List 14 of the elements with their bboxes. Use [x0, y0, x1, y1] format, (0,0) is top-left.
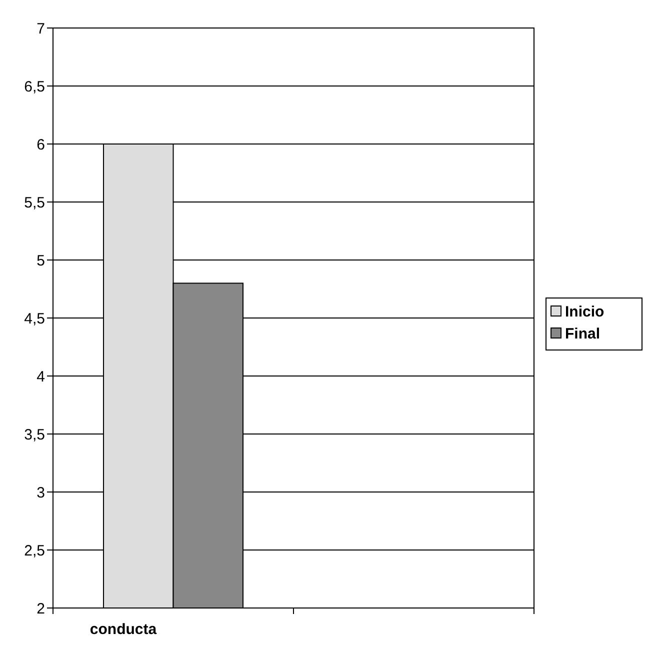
- y-tick-label: 3,5: [24, 426, 45, 444]
- y-tick-label: 3: [36, 484, 45, 502]
- y-tick-label: 2: [36, 600, 45, 618]
- y-tick-label: 4,5: [24, 310, 45, 328]
- y-tick-label: 5: [36, 252, 45, 270]
- y-tick-label: 6,5: [24, 78, 45, 96]
- y-tick-label: 7: [36, 20, 45, 38]
- legend-label: Final: [565, 325, 600, 342]
- y-tick-label: 4: [36, 368, 45, 386]
- y-tick-label: 2,5: [24, 542, 45, 560]
- y-tick-label: 6: [36, 136, 45, 154]
- legend-label: Inicio: [565, 303, 604, 320]
- x-tick-label: conducta: [90, 621, 158, 638]
- y-tick-label: 5,5: [24, 194, 45, 212]
